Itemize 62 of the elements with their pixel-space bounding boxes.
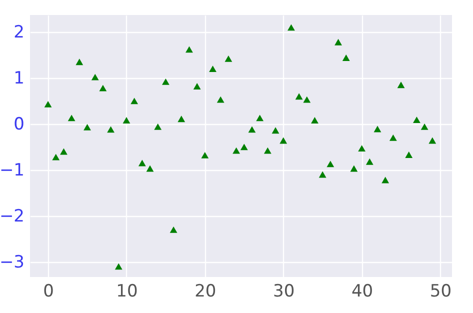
point: [201, 152, 209, 158]
point: [130, 98, 138, 104]
point: [318, 171, 326, 178]
point: [428, 137, 436, 144]
point: [68, 114, 76, 122]
point: [193, 83, 201, 90]
point: [154, 123, 162, 130]
point: [178, 116, 186, 122]
point: [84, 124, 91, 130]
point: [334, 38, 342, 46]
point: [295, 93, 303, 100]
y-tick-label: 1: [14, 68, 24, 88]
point: [52, 154, 60, 160]
point: [91, 74, 99, 80]
point: [224, 55, 232, 62]
point: [44, 100, 52, 108]
point: [114, 263, 122, 270]
point: [170, 226, 178, 233]
point: [382, 176, 390, 184]
point: [350, 165, 358, 172]
point: [366, 158, 374, 165]
x-tick-label: 30: [273, 282, 295, 302]
point: [248, 126, 256, 133]
point: [405, 152, 413, 158]
point: [311, 117, 318, 124]
point: [122, 117, 130, 124]
point: [240, 144, 248, 150]
point: [374, 126, 382, 132]
x-tick-label: 40: [351, 282, 374, 302]
point: [358, 145, 366, 152]
point: [397, 82, 405, 88]
point: [209, 66, 216, 72]
point: [303, 96, 311, 103]
point: [60, 148, 68, 155]
point: [146, 165, 154, 172]
y-tick-label: −2: [0, 206, 24, 226]
point: [186, 46, 193, 53]
point: [264, 147, 272, 154]
point: [256, 114, 264, 122]
point: [342, 54, 350, 61]
point: [107, 126, 114, 133]
point: [272, 127, 280, 134]
point: [389, 134, 397, 141]
point: [138, 160, 146, 166]
y-tick-label: 2: [14, 22, 24, 43]
x-tick-label: 50: [430, 282, 452, 302]
point: [232, 147, 240, 154]
point: [287, 24, 295, 31]
point: [412, 116, 420, 124]
x-tick-label: 10: [116, 282, 138, 302]
point: [280, 137, 288, 144]
point: [216, 96, 224, 103]
point: [76, 58, 84, 66]
y-tick-label: 0: [14, 114, 24, 134]
point: [420, 123, 428, 130]
x-tick-label: 20: [194, 282, 216, 302]
point: [99, 84, 107, 92]
y-tick-label: −3: [0, 252, 24, 272]
point: [162, 78, 170, 85]
point: [326, 160, 334, 168]
y-tick-label: −1: [0, 160, 24, 180]
x-tick-label: 0: [43, 282, 54, 302]
